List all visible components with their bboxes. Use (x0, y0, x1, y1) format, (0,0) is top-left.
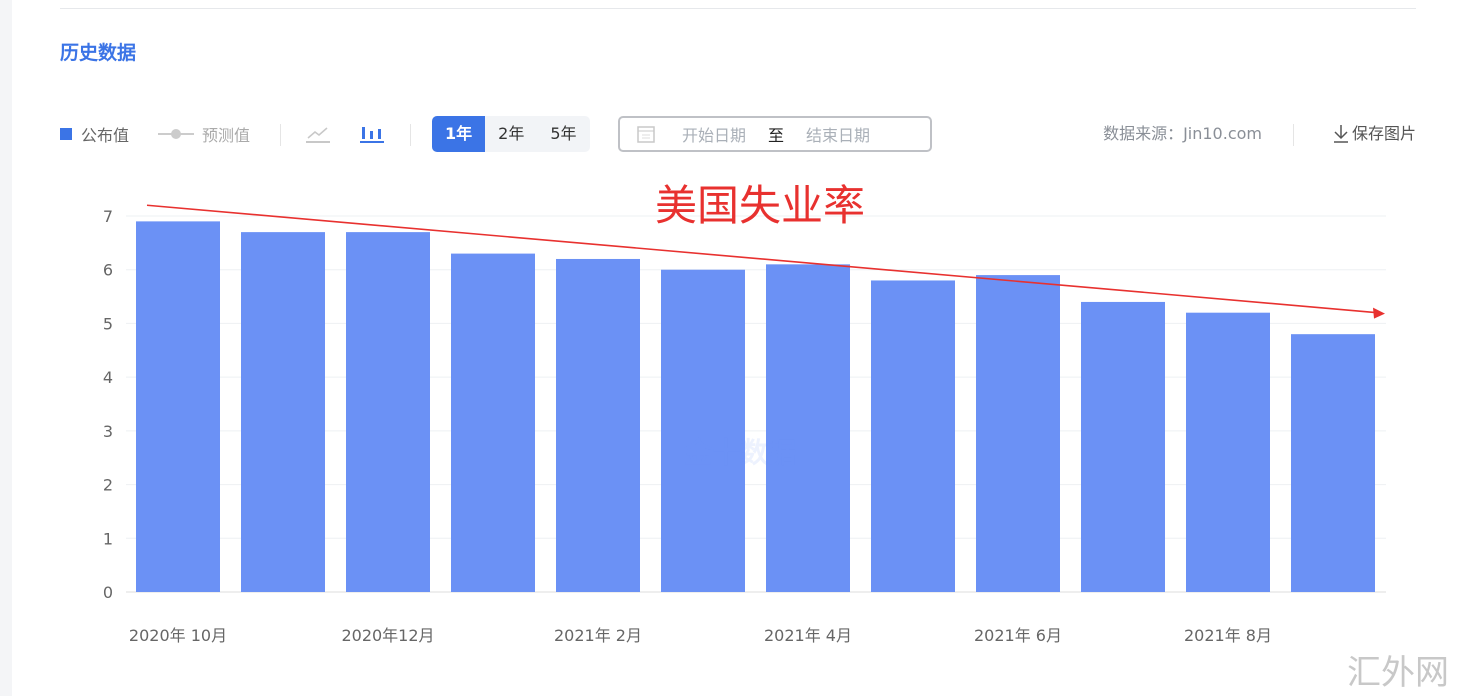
chart-watermark: 金十数据 (683, 436, 796, 469)
left-border (0, 0, 12, 696)
bar-chart-icon (360, 127, 384, 143)
y-tick-label: 2 (103, 476, 113, 495)
start-date-input[interactable]: 开始日期 (682, 126, 747, 145)
range-5y[interactable]: 5年 (550, 124, 577, 143)
x-tick-label: 2021年 4月 (764, 626, 852, 645)
bar[interactable] (136, 221, 220, 592)
separator (1293, 124, 1294, 146)
bar[interactable] (241, 232, 325, 592)
y-tick-label: 3 (103, 422, 113, 441)
end-date-input[interactable]: 结束日期 (806, 126, 871, 145)
legend-published[interactable]: 公布值 (60, 116, 129, 152)
y-tick-label: 0 (103, 583, 113, 602)
bar-chart-button[interactable] (360, 116, 384, 152)
line-chart-icon (306, 127, 330, 143)
bar[interactable] (1186, 312, 1270, 592)
x-tick-label: 2020年 10月 (129, 626, 227, 645)
bar[interactable] (451, 253, 535, 592)
download-icon (1333, 125, 1348, 143)
y-tick-label: 1 (103, 529, 113, 548)
date-range-picker[interactable]: 开始日期 至 结束日期 (618, 116, 932, 152)
range-2y[interactable]: 2年 (498, 124, 525, 143)
x-tick-label: 2021年 6月 (974, 626, 1062, 645)
chart-toolbar: 公布值 预测值 1年 2年 5年 开始日期 至 结束日期 数据来源：Jin10.… (60, 116, 1416, 152)
save-image-button[interactable]: 保存图片 (1332, 116, 1416, 152)
separator (410, 124, 411, 146)
chart-annotation: 美国失业率 (655, 181, 865, 230)
legend-published-label: 公布值 (81, 126, 130, 145)
x-tick-label: 2021年 8月 (1184, 626, 1272, 645)
separator (280, 124, 281, 146)
section-title: 历史数据 (60, 42, 137, 64)
bar[interactable] (871, 280, 955, 592)
bar[interactable] (661, 269, 745, 592)
site-watermark: 汇外网 (1347, 653, 1449, 693)
bar[interactable] (1081, 301, 1165, 592)
line-dot-icon (158, 129, 194, 139)
y-tick-label: 7 (103, 207, 113, 226)
line-chart-button[interactable] (306, 116, 330, 152)
bar[interactable] (1291, 334, 1375, 592)
x-tick-label: 2021年 2月 (554, 626, 642, 645)
date-separator: 至 (768, 126, 785, 145)
range-selector: 1年 2年 5年 (432, 116, 590, 152)
trend-arrowhead (1373, 307, 1385, 319)
range-1y[interactable]: 1年 (432, 116, 486, 152)
bar[interactable] (766, 264, 850, 592)
data-source: 数据来源：Jin10.com (1103, 124, 1262, 143)
trend-arrow (146, 204, 1378, 314)
y-tick-label: 5 (103, 314, 113, 333)
bar[interactable] (346, 232, 430, 592)
square-icon (60, 128, 72, 140)
save-image-label: 保存图片 (1351, 124, 1416, 143)
legend-forecast[interactable]: 预测值 (158, 116, 250, 152)
y-tick-label: 6 (103, 261, 113, 280)
y-tick-label: 4 (103, 368, 113, 387)
divider (60, 8, 1416, 9)
bar[interactable] (976, 275, 1060, 592)
x-tick-label: 2020年12月 (341, 626, 434, 645)
legend-forecast-label: 预测值 (202, 126, 251, 145)
calendar-icon (637, 126, 655, 143)
bar[interactable] (556, 258, 640, 592)
